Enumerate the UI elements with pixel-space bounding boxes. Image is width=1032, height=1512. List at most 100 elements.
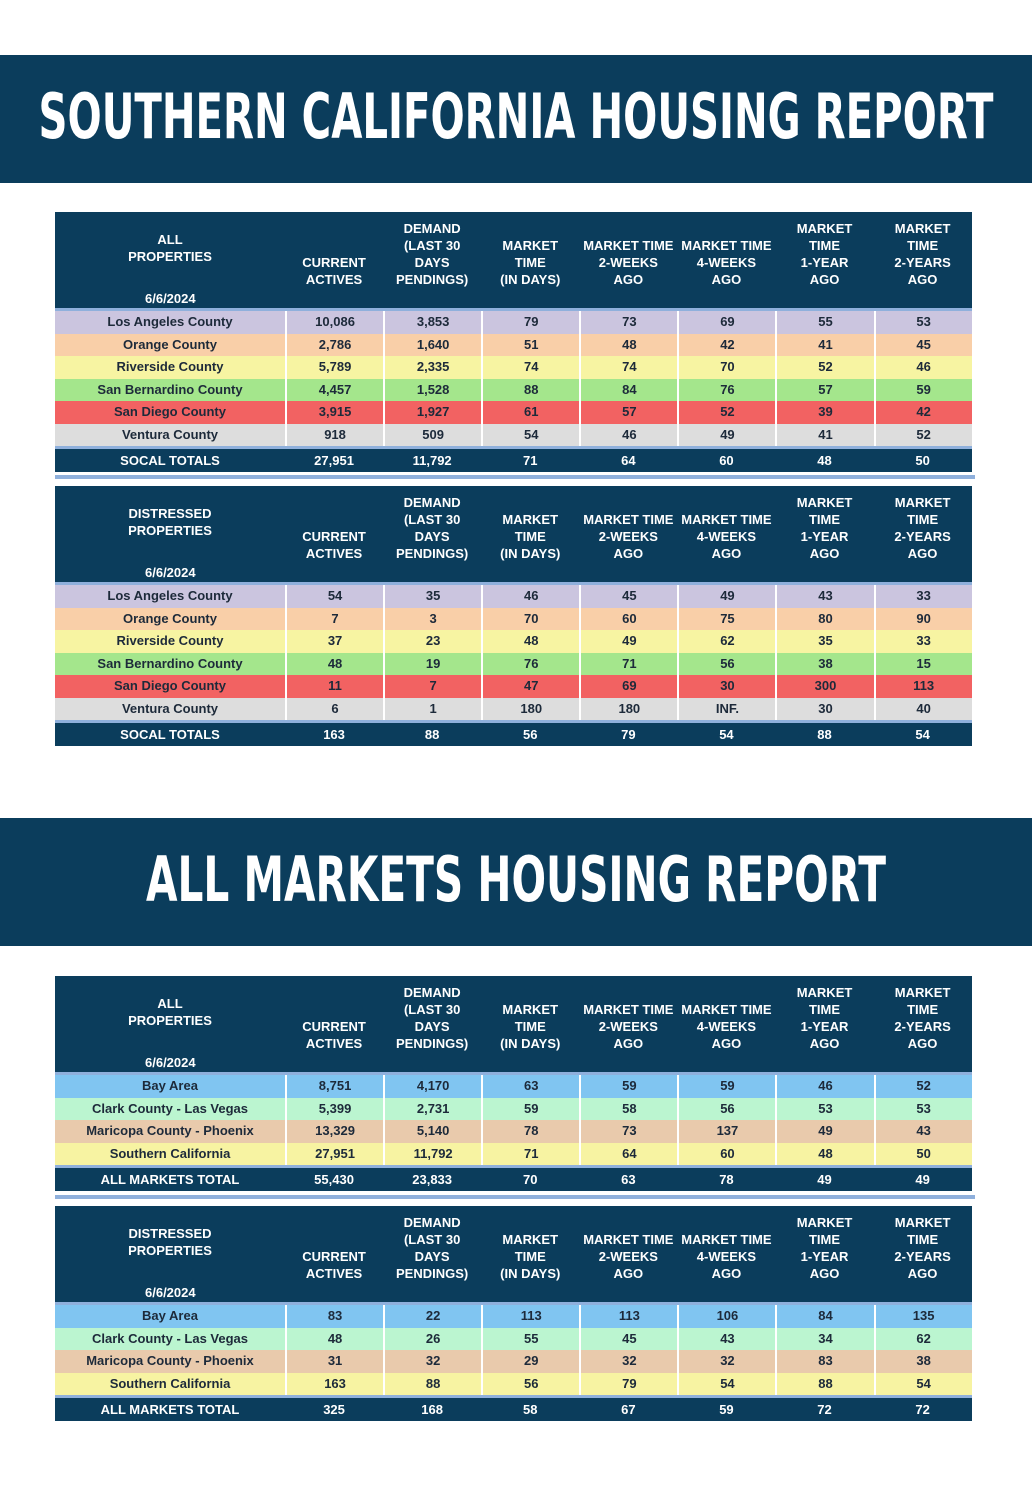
value-cell: 60 [579,607,677,630]
column-header-line: AGO [907,1266,938,1281]
column-header-line: 2-YEARS [894,1249,951,1264]
table-row: Clark County - Las Vegas 5,399 2,731 59 58 56… [55,1097,972,1120]
value-cell: 5,399 [285,1097,383,1120]
column-header-line: 4-WEEKS [696,1019,757,1034]
value-cell: 2,786 [285,333,383,356]
column-header-line: 1-YEAR [800,529,849,544]
value-cell: 4,457 [285,378,383,401]
column-header-line: DAYS [414,1019,450,1034]
header-label: DISTRESSED PROPERTIES [55,1225,285,1259]
value-cell: 54 [873,1372,972,1395]
value-cell: 46 [579,423,677,446]
value-cell: 76 [481,652,579,675]
column-header-line: AGO [711,1266,742,1281]
table: DISTRESSED PROPERTIES 6/6/2024 CURRENT ACTIV… [55,486,972,746]
table-header: DISTRESSED PROPERTIES 6/6/2024 CURRENT ACTIV… [55,1206,972,1305]
header-date: 6/6/2024 [145,565,196,580]
total-label: ALL MARKETS TOTAL [100,1172,240,1187]
value-cell: 62 [677,630,775,653]
value-cell: 30 [677,675,775,698]
total-value: 58 [523,1402,538,1417]
value-cell: 49 [775,1120,873,1143]
value-cell: 53 [775,1097,873,1120]
value-cell: 43 [775,585,873,608]
column-header: DEMAND (LAST 30 DAYS PENDINGS) [383,486,481,582]
column-header-line: DEMAND [403,221,461,236]
region-name: Riverside County [116,633,224,648]
column-header-line: MARKET [502,1002,559,1017]
table-row: Los Angeles County 54 35 46 45 49 43 33 [55,585,972,608]
value-cell: 79 [481,311,579,334]
value-cell: 51 [481,333,579,356]
header-label-line: PROPERTIES [128,249,212,264]
header-label: ALL PROPERTIES [55,995,285,1029]
header-date: 6/6/2024 [145,1285,196,1300]
column-header: MARKET TIME 2-YEARS AGO [874,976,972,1072]
value-cell: 49 [677,423,775,446]
total-value: 64 [621,453,636,468]
region-name: Southern California [109,1145,231,1161]
column-header: MARKET TIME 2-YEARS AGO [874,486,972,582]
value-cell: 35 [775,630,873,653]
value-cell: 2,335 [383,356,481,379]
column-header: MARKET TIME 2-YEARS AGO [874,1206,972,1302]
value-cell: 113 [481,1305,579,1328]
column-header-line: DAYS [414,1249,450,1264]
column-header: MARKET TIME (IN DAYS) [481,1206,579,1302]
value-cell: 113 [873,675,972,698]
column-header-line: TIME [907,1232,939,1247]
header-label-cell: ALL PROPERTIES 6/6/2024 [55,212,285,308]
value-cell: 48 [579,333,677,356]
column-header-line: (IN DAYS) [500,1266,561,1281]
total-value: 50 [915,453,930,468]
region-name: Orange County [123,610,217,626]
value-cell: 13,329 [285,1120,383,1143]
value-cell: 180 [579,697,677,720]
region-name: Los Angeles County [107,314,233,329]
column-header-line: (LAST 30 [403,1232,461,1247]
value-cell: 80 [775,607,873,630]
column-header-line: TIME [514,255,546,270]
total-row: ALL MARKETS TOTAL 55,430 23,833 70 63 78 49 49 [55,1165,972,1191]
table: ALL PROPERTIES 6/6/2024 CURRENT ACTIVES DEMAN… [55,212,972,472]
value-cell: 75 [677,607,775,630]
column-header-line: MARKET TIME [681,1232,772,1247]
value-cell: 74 [481,356,579,379]
value-cell: 56 [481,1372,579,1395]
total-value: 11,792 [412,453,452,468]
value-cell: 61 [481,401,579,424]
value-cell: 11 [285,675,383,698]
column-header-line: (LAST 30 [403,238,461,253]
column-header-line: AGO [809,1036,840,1051]
header-label-line: DISTRESSED [128,506,212,521]
region-name: Clark County - Las Vegas [91,1330,249,1346]
value-cell: 47 [481,675,579,698]
region-name: San Diego County [114,404,226,419]
value-cell: 3,915 [285,401,383,424]
value-cell: 55 [775,311,873,334]
column-header: MARKET TIME 4-WEEKS AGO [677,1206,775,1302]
value-cell: 22 [383,1305,481,1328]
total-row: ALL MARKETS TOTAL 325 168 58 67 59 72 72 [55,1395,972,1421]
value-cell: 3,853 [383,311,481,334]
header-label-line: ALL [157,232,183,247]
column-header: MARKET TIME (IN DAYS) [481,212,579,308]
column-header: DEMAND (LAST 30 DAYS PENDINGS) [383,212,481,308]
region-name: San Diego County [114,678,226,693]
value-cell: 53 [873,311,972,334]
total-value: 325 [323,1402,345,1417]
value-cell: 2,731 [383,1097,481,1120]
table-row: Clark County - Las Vegas 48 26 55 45 43 34 62 [55,1327,972,1350]
value-cell: 64 [579,1142,677,1165]
column-header-line: MARKET TIME [681,512,772,527]
column-header-line: TIME [808,512,841,527]
table-row: San Diego County 3,915 1,927 61 57 52 39 42 [55,401,972,424]
value-cell: 73 [579,311,677,334]
table-row: Orange County 7 3 70 60 75 80 90 [55,607,972,630]
region-name: Clark County - Las Vegas [91,1100,249,1116]
column-header-line: AGO [613,272,644,287]
column-header-line: 1-YEAR [800,1019,849,1034]
column-header-line: MARKET [502,238,559,253]
column-header-line: AGO [711,546,742,561]
column-header-line: TIME [907,512,939,527]
